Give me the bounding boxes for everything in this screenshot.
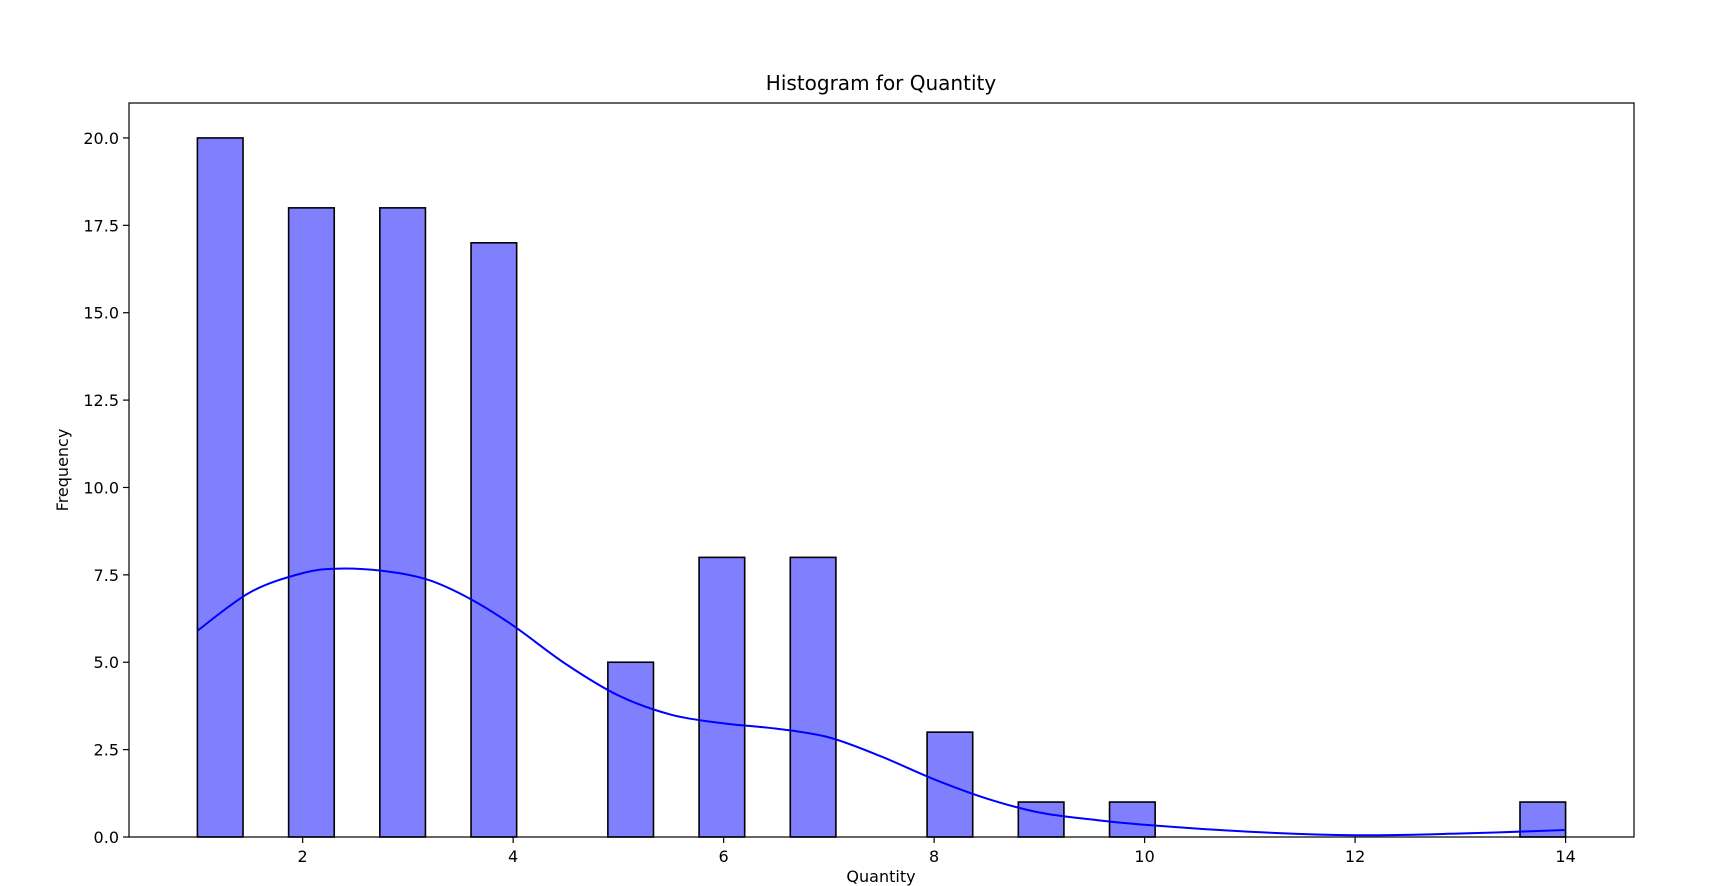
histogram-bar-2 — [379, 207, 427, 838]
histogram-bar-9 — [1108, 801, 1156, 838]
chart-title: Histogram for Quantity — [766, 71, 997, 95]
histogram-bar-0 — [196, 137, 244, 838]
y-tick-label: 2.5 — [94, 741, 119, 760]
histogram-bar-8 — [1017, 801, 1065, 838]
y-axis-ticks: 0.0 2.5 5.0 7.5 10.0 12.5 15.0 17.5 20.0 — [83, 129, 129, 847]
x-tick-label: 14 — [1555, 847, 1575, 866]
kde-line — [196, 567, 1566, 837]
histogram-bar-5 — [698, 556, 746, 838]
y-tick-label: 0.0 — [94, 828, 119, 847]
x-tick-label: 10 — [1134, 847, 1154, 866]
x-tick-label: 8 — [929, 847, 939, 866]
y-axis-label: Frequency — [53, 429, 72, 512]
x-tick-label: 2 — [298, 847, 308, 866]
y-tick-label: 10.0 — [83, 478, 119, 497]
y-tick-label: 17.5 — [83, 216, 119, 235]
histogram-bar-6 — [789, 556, 837, 838]
histogram-bar-4 — [607, 661, 655, 838]
y-tick-label: 7.5 — [94, 566, 119, 585]
x-axis-label: Quantity — [846, 867, 915, 886]
y-tick-label: 12.5 — [83, 391, 119, 410]
y-tick-label: 5.0 — [94, 653, 119, 672]
x-tick-label: 12 — [1345, 847, 1365, 866]
bars-group — [196, 137, 1567, 838]
x-axis-ticks: 2 4 6 8 10 12 14 — [298, 837, 1576, 866]
histogram-bar-3 — [470, 242, 518, 838]
plot-frame — [128, 102, 1635, 838]
x-tick-label: 4 — [508, 847, 518, 866]
y-tick-label: 20.0 — [83, 129, 119, 148]
x-tick-label: 6 — [719, 847, 729, 866]
y-tick-label: 15.0 — [83, 304, 119, 323]
histogram-bar-1 — [287, 207, 336, 838]
